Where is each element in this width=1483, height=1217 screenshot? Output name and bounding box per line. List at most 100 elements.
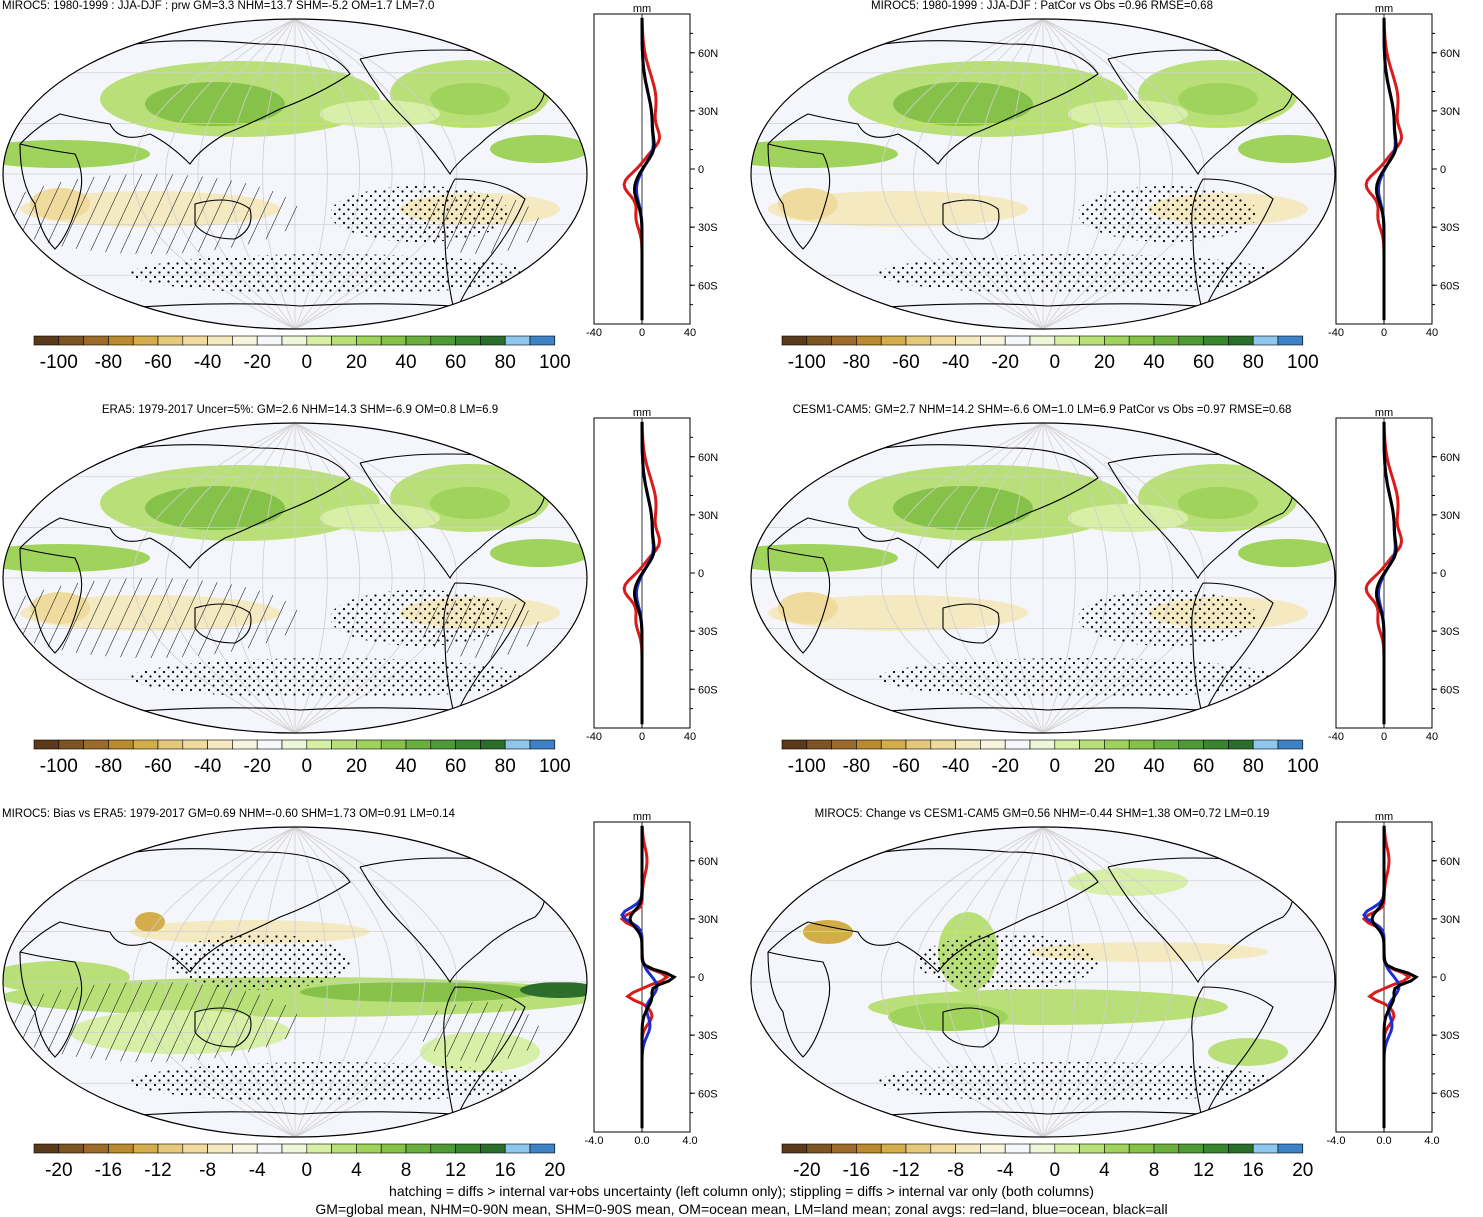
colorbar-label: 40 (1143, 756, 1164, 777)
colorbar-swatch (806, 335, 832, 346)
colorbar-swatch (930, 739, 956, 750)
zonal-average-plot: mm -40 0 40 60N 30N 0 30S 60S (1328, 3, 1460, 339)
australia-coast (942, 603, 1000, 644)
field-pacific-nh (1068, 504, 1188, 532)
map-border (750, 18, 1336, 330)
colorbar-swatch (1029, 1143, 1056, 1154)
colorbar-swatch (1153, 739, 1180, 750)
colorbar-label: 100 (1287, 352, 1319, 373)
colorbar-swatch (33, 1143, 60, 1154)
colorbar-swatch (1277, 1143, 1304, 1154)
colorbar-swatch (157, 1143, 184, 1154)
stippling (1078, 590, 1258, 646)
colorbar-label: 16 (1243, 1160, 1264, 1181)
colorbar-swatch (806, 1143, 832, 1154)
colorbar-label: 20 (346, 352, 367, 373)
y-tick-label: 60S (698, 280, 718, 292)
colorbar-label: 100 (539, 352, 571, 373)
colorbar-label: 8 (1149, 1160, 1160, 1181)
colorbar-label: -80 (95, 352, 122, 373)
zonal-unit-label: mm (633, 811, 651, 823)
colorbar-swatch (1054, 335, 1080, 346)
field-atlantic-itcz (1238, 539, 1335, 567)
colorbar-label: 60 (1193, 352, 1214, 373)
field-namerica-core (430, 487, 510, 519)
colorbar-swatch (480, 335, 506, 346)
colorbar-swatch (108, 335, 134, 346)
colorbar-swatch (856, 1143, 882, 1154)
colorbar-swatch (108, 1143, 134, 1154)
zonal-all-line (632, 17, 656, 321)
y-tick-label: 60S (1440, 1088, 1460, 1100)
hatching (420, 598, 540, 658)
colorbar: -20 -16 -12 -8 -4 0 4 8 12 16 20 (33, 1143, 565, 1181)
y-tick-label: 60N (698, 452, 718, 464)
field-asia-core (893, 82, 1033, 126)
colorbar-swatch (1277, 335, 1304, 346)
zonal-ocean-line (1362, 825, 1401, 1129)
y-tick-label: 60S (1440, 280, 1460, 292)
panel-title: CESM1-CAM5: GM=2.7 NHM=14.2 SHM=-6.6 OM=… (792, 404, 1292, 416)
australia-coast (942, 1007, 1000, 1048)
colorbar-swatch (182, 739, 208, 750)
colorbar-swatch (83, 1143, 109, 1154)
map-border (750, 422, 1336, 734)
colorbar-swatch (831, 739, 857, 750)
field-atlantic-itcz (490, 135, 587, 163)
y-tick-label: 60S (698, 1088, 718, 1100)
colorbar-swatch (430, 1143, 456, 1154)
colorbar-label: -40 (942, 352, 969, 373)
colorbar-swatch (455, 335, 481, 346)
x-tick-label: 0 (639, 327, 645, 339)
colorbar-swatch (281, 739, 308, 750)
y-tick-label: 60N (698, 48, 718, 60)
zonal-average-plot: mm -4.0 0.0 4.0 60N 30N 0 30S 60S (585, 811, 719, 1147)
colorbar-swatch (955, 1143, 981, 1154)
colorbar-label: 8 (401, 1160, 412, 1181)
zonal-all-line (632, 421, 656, 725)
y-tick-label: 30N (1440, 914, 1460, 926)
map-border (750, 826, 1336, 1138)
zonal-ocean-line (1376, 421, 1397, 725)
colorbar-swatch (33, 335, 60, 346)
y-tick-label: 0 (698, 972, 704, 984)
x-tick-label: 0 (1381, 327, 1387, 339)
colorbar-label: -20 (991, 756, 1018, 777)
zonal-unit-label: mm (633, 3, 651, 15)
colorbar-label: -20 (243, 756, 270, 777)
colorbar-label: 12 (445, 1160, 466, 1181)
colorbar-swatch (207, 1143, 233, 1154)
colorbar-label: -60 (144, 756, 171, 777)
colorbar: -100 -80 -60 -40 -20 0 20 40 60 80 100 (33, 739, 571, 777)
colorbar-swatch (1178, 739, 1204, 750)
field-change-india (803, 920, 853, 944)
colorbar-swatch (157, 739, 184, 750)
colorbar-swatch (182, 1143, 208, 1154)
colorbar-label: 80 (1243, 352, 1264, 373)
colorbar-swatch (1054, 1143, 1080, 1154)
map-border (2, 18, 588, 330)
hatching (420, 1002, 540, 1062)
zonal-land-line (1361, 825, 1412, 1129)
y-tick-label: 30N (698, 510, 718, 522)
zonal-average-plot: mm -40 0 40 60N 30N 0 30S 60S (586, 407, 718, 743)
colorbar-swatch (356, 335, 382, 346)
panel-title: MIROC5: 1980-1999 : JJA-DJF : prw GM=3.3… (2, 0, 435, 12)
zonal-ocean-line (620, 825, 659, 1129)
colorbar-swatch (430, 739, 456, 750)
x-tick-label: -4.0 (1327, 1135, 1346, 1147)
field-pacific-nh (1068, 100, 1188, 128)
field-pacific-nh (320, 504, 440, 532)
colorbar-swatch (856, 335, 882, 346)
panel-miroc5-jja-djf: MIROC5: 1980-1999 : JJA-DJF : prw GM=3.3… (0, 0, 741, 405)
colorbar-label: 40 (395, 352, 416, 373)
greenland-coast (1271, 28, 1314, 64)
colorbar-swatch (306, 335, 332, 346)
colorbar-swatch (430, 335, 456, 346)
colorbar-label: 0 (302, 352, 313, 373)
colorbar-label: -8 (947, 1160, 964, 1181)
stippling (130, 1062, 530, 1102)
panel-era5: ERA5: 1979-2017 Uncer=5%: GM=2.6 NHM=14.… (0, 404, 741, 809)
colorbar-swatch (1104, 335, 1130, 346)
colorbar-swatch (1079, 739, 1105, 750)
